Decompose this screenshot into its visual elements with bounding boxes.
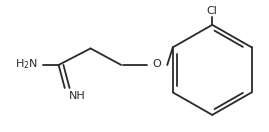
Text: $\mathregular{H_2N}$: $\mathregular{H_2N}$ [15, 57, 38, 71]
Text: Cl: Cl [207, 6, 218, 16]
Text: NH: NH [69, 91, 86, 101]
Text: O: O [153, 59, 161, 69]
